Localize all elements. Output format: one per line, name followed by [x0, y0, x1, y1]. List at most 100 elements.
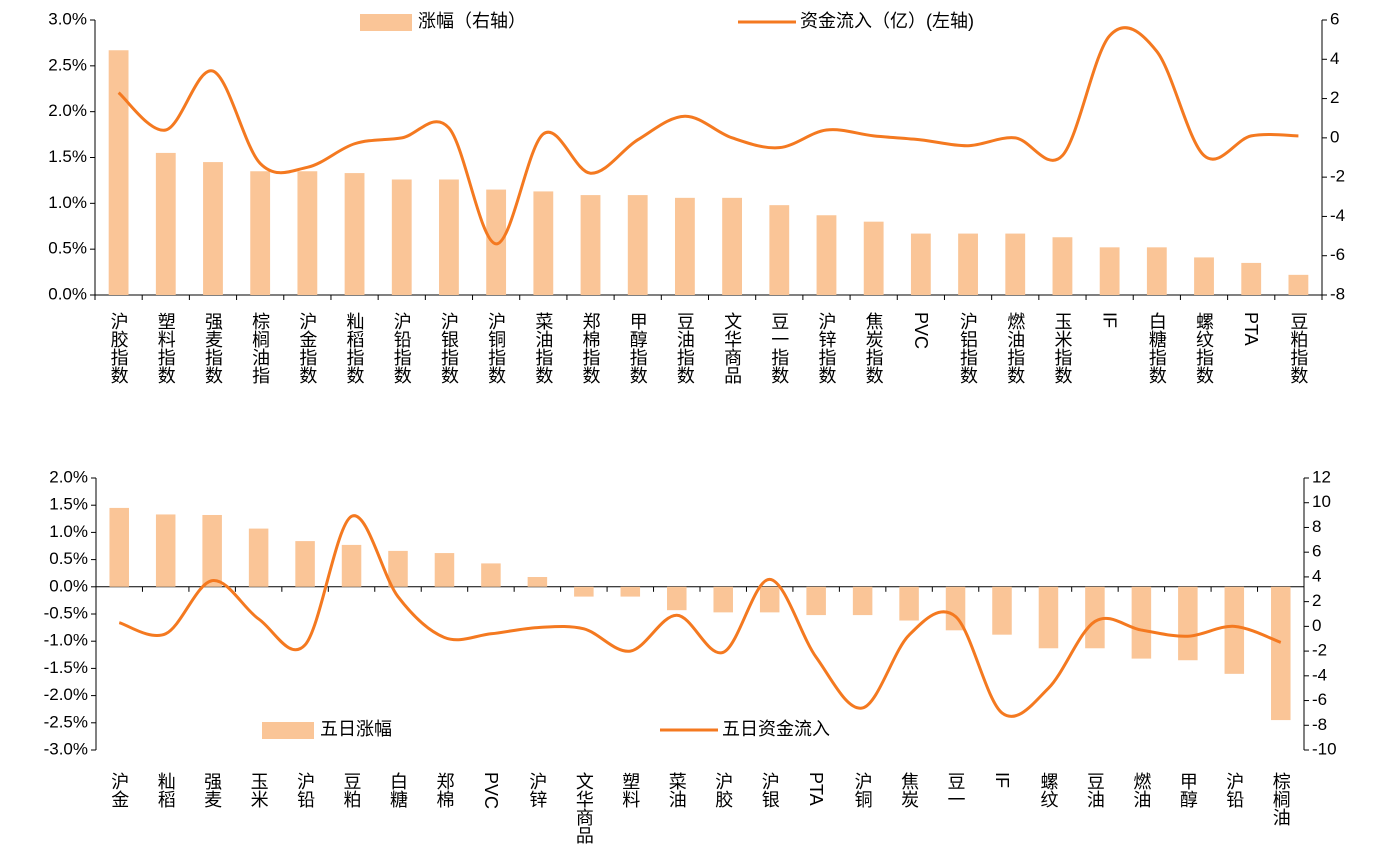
x-tick-label: 籼稻: [156, 772, 176, 808]
x-tick-label: 焦炭: [899, 772, 919, 808]
x-tick-label: 强麦: [202, 772, 222, 808]
y2-tick-label: 12: [1312, 467, 1331, 486]
x-tick-label: 强麦指数: [203, 312, 223, 384]
y2-tick-label: -8: [1330, 284, 1345, 303]
x-tick-label: 沪胶指数: [109, 312, 129, 384]
y2-tick-label: -10: [1312, 739, 1337, 758]
bar: [1099, 247, 1120, 295]
x-tick-label: 豆粕: [342, 772, 362, 808]
bar: [439, 179, 459, 295]
x-tick-label: 菜油: [667, 772, 687, 808]
x-tick-label: 沪金: [109, 772, 129, 808]
x-tick-label: IF: [992, 772, 1012, 788]
bar: [295, 541, 315, 587]
bar: [108, 50, 129, 295]
legend-label: 涨幅（右轴）: [418, 11, 526, 31]
bar: [910, 233, 931, 295]
x-tick-label: 沪银指数: [439, 312, 459, 384]
bar: [1131, 586, 1152, 659]
y-tick-label: 2.5%: [48, 55, 87, 74]
x-tick-label: 沪铜指数: [486, 312, 506, 384]
x-tick-label: 文华商品: [574, 772, 594, 844]
x-tick-label: 豆粕指数: [1288, 312, 1308, 384]
x-tick-label: 沪铝指数: [958, 312, 978, 384]
y2-tick-label: 4: [1330, 49, 1339, 68]
y2-tick-label: 10: [1312, 492, 1331, 511]
bar: [863, 221, 884, 295]
x-tick-label: 籼稻指数: [345, 312, 365, 384]
bar: [806, 586, 826, 616]
y-tick-label: 1.0%: [49, 522, 88, 541]
bar: [1052, 237, 1073, 295]
bar: [1005, 233, 1026, 295]
bar: [248, 528, 269, 587]
y2-tick-label: -2: [1330, 167, 1345, 186]
y-tick-label: 0.0%: [49, 576, 88, 595]
bar: [958, 233, 978, 295]
bar: [713, 586, 733, 613]
bar: [627, 195, 648, 295]
y-tick-label: -0.5%: [44, 603, 88, 622]
y2-tick-label: 4: [1312, 566, 1321, 585]
y-tick-label: 0.5%: [48, 239, 87, 258]
bar: [297, 171, 318, 295]
bar: [667, 586, 687, 611]
y2-tick-label: 8: [1312, 517, 1321, 536]
x-tick-label: 沪银: [760, 772, 780, 808]
x-tick-label: 郑棉指数: [581, 312, 601, 384]
x-tick-label: 豆一指数: [769, 312, 789, 384]
bar: [816, 215, 837, 295]
bar: [852, 586, 873, 616]
bar: [1038, 586, 1059, 649]
bar: [155, 514, 176, 587]
bar: [574, 586, 594, 597]
bar: [533, 191, 554, 295]
x-tick-label: 甲醇: [1178, 772, 1198, 808]
x-tick-label: 玉米指数: [1052, 312, 1072, 384]
x-tick-label: 沪胶: [713, 772, 733, 808]
y-tick-label: 2.0%: [48, 101, 87, 120]
bar: [344, 173, 365, 295]
x-tick-label: 白糖指数: [1147, 312, 1167, 384]
bar: [203, 162, 223, 295]
y-tick-label: 3.0%: [48, 9, 87, 28]
bar: [388, 550, 408, 587]
x-tick-label: 燃油指数: [1005, 312, 1025, 384]
y2-tick-label: 0: [1330, 127, 1339, 146]
bar: [899, 586, 919, 621]
y-tick-label: -1.5%: [44, 658, 88, 677]
y-tick-label: 1.5%: [49, 495, 88, 514]
x-tick-label: 郑棉: [434, 772, 454, 808]
line: [117, 26, 1299, 246]
x-tick-label: 菜油指数: [533, 312, 553, 384]
y-tick-label: -2.5%: [44, 712, 88, 731]
y2-tick-label: 6: [1312, 542, 1321, 561]
bar: [434, 553, 455, 587]
y2-tick-label: 2: [1330, 88, 1339, 107]
legend-label: 五日资金流入: [722, 719, 830, 739]
x-tick-label: 塑料指数: [156, 312, 176, 384]
bar: [1146, 247, 1167, 295]
x-tick-label: PVC: [911, 312, 931, 349]
y2-tick-label: -4: [1330, 206, 1345, 225]
x-tick-label: 玉米: [249, 772, 269, 808]
x-tick-label: 棕榈油: [1271, 772, 1291, 826]
x-tick-label: 沪铅: [1224, 772, 1244, 808]
bar: [1178, 586, 1198, 661]
x-tick-label: 沪铜: [853, 772, 873, 809]
bar: [1241, 262, 1262, 295]
x-tick-label: 白糖: [388, 772, 408, 808]
bar: [759, 586, 780, 613]
x-tick-label: 豆油: [1085, 772, 1105, 808]
bar: [391, 179, 412, 295]
y2-tick-label: -6: [1312, 690, 1327, 709]
bar: [202, 514, 222, 587]
x-tick-label: 甲醇指数: [628, 312, 648, 384]
bar: [1085, 586, 1105, 649]
bar: [155, 152, 176, 295]
bar: [945, 586, 966, 631]
y2-tick-label: -6: [1330, 245, 1345, 264]
bar: [769, 205, 790, 295]
y-tick-label: 1.0%: [48, 193, 87, 212]
